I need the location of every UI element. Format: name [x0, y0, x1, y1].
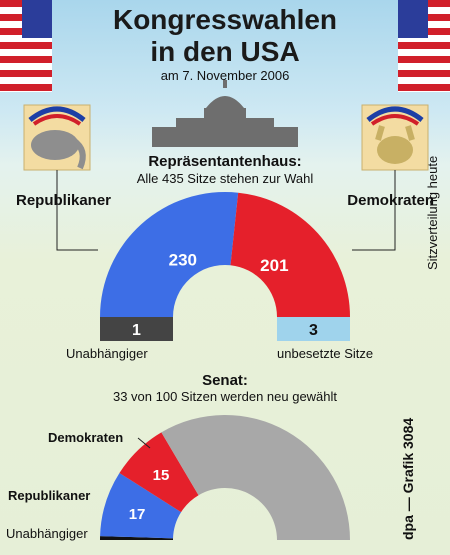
senate-segment-unabh-ngiger	[100, 536, 174, 540]
senate-republican-label: Republikaner	[8, 488, 91, 503]
donkey-icon	[361, 104, 429, 171]
house-vacant-label: unbesetzte Sitze	[277, 346, 374, 361]
house-segment-demokraten	[230, 192, 350, 317]
house-segment-republikaner	[100, 192, 239, 317]
credit: dpa — Grafik 3084	[400, 417, 416, 540]
house-republican-label: Republikaner	[16, 192, 112, 209]
senate-democrat-label: Demokraten	[48, 430, 124, 445]
house-independent-label: Unabhängiger	[66, 346, 148, 361]
capitol-icon	[152, 80, 298, 147]
senate-segment-republikaner	[100, 473, 182, 539]
senate-democrat-leader	[137, 437, 151, 449]
house-box-unabh-ngiger	[100, 317, 173, 341]
us-flag-icon	[398, 0, 450, 92]
side-note: Sitzverteilung heute	[425, 155, 440, 270]
senate-independent-label: Unabhängiger	[6, 526, 88, 541]
house-chart: 230 201 1 3	[100, 192, 350, 341]
senate-chart: 11715	[100, 415, 350, 540]
senate-value-demokraten: 15	[153, 467, 170, 484]
senate-subtitle: 33 von 100 Sitzen werden neu gewählt	[112, 389, 338, 404]
senate-value-republikaner: 17	[129, 506, 146, 523]
senate-title: Senat:	[202, 372, 248, 389]
house-value-unabh-ngiger: 1	[132, 322, 141, 339]
elephant-icon	[23, 104, 91, 171]
house-value-unbesetzte-sitze: 3	[309, 322, 318, 339]
page-title: Kongresswahlen in den USA	[112, 4, 338, 67]
senate-segment-demokraten	[119, 432, 199, 513]
house-subtitle: Alle 435 Sitze stehen zur Wahl	[136, 171, 314, 186]
house-box-unbesetzte-sitze	[277, 317, 350, 341]
house-value-republikaner: 230	[169, 251, 197, 270]
house-value-demokraten: 201	[260, 256, 288, 275]
election-date: am 7. November 2006	[160, 68, 290, 83]
house-democrat-label: Demokraten	[347, 192, 434, 209]
us-flag-icon	[0, 0, 52, 92]
senate-segment-other	[161, 415, 350, 540]
house-title: Repräsentantenhaus:	[148, 153, 302, 170]
